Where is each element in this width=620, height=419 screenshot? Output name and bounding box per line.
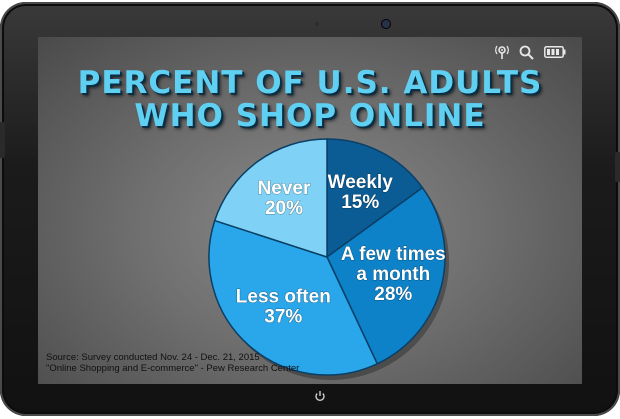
proximity-sensor [315,22,319,26]
pie-label-few-times: A few times a month 28% [341,244,446,305]
pie-slice-weekly [326,138,424,259]
pie-label-never: Never 20% [258,178,311,219]
search-icon[interactable] [519,45,534,60]
source-line1: Source: Survey conducted Nov. 24 - Dec. … [46,352,260,363]
pie-label-less-often: Less often 37% [236,287,331,328]
chart-title-line2: WHO SHOP ONLINE [134,98,486,134]
broadcast-icon[interactable] [495,44,509,60]
pie-slice-never [213,138,328,259]
volume-button [0,122,5,158]
source-note: Source: Survey conducted Nov. 24 - Dec. … [46,352,299,374]
power-button [615,152,620,182]
pie-chart: Weekly 15% A few times a month 28%Less often… [208,138,449,380]
pie-slice-few-times [326,186,446,365]
pie-label-weekly: Weekly 15% [328,172,394,213]
status-bar [495,43,566,61]
power-icon[interactable] [314,389,326,402]
pie-slice-less-often [208,219,379,376]
tablet-screen: PERCENT OF U.S. ADULTS WHO SHOP ONLINE W… [38,37,582,384]
camera-icon [382,20,390,28]
battery-icon [544,46,566,58]
source-line2: "Online Shopping and E-commerce" - Pew R… [46,363,300,374]
chart-title: PERCENT OF U.S. ADULTS WHO SHOP ONLINE [38,67,582,133]
chart-title-line1: PERCENT OF U.S. ADULTS [77,65,543,101]
